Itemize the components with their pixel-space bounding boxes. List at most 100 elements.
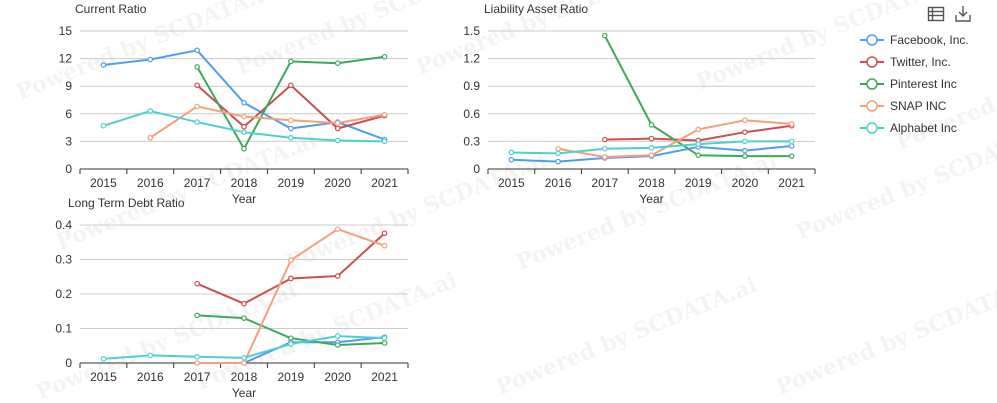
data-point[interactable] bbox=[742, 153, 748, 159]
data-point[interactable] bbox=[601, 154, 608, 160]
data-point[interactable] bbox=[742, 117, 748, 124]
data-point[interactable] bbox=[288, 125, 294, 132]
data-point[interactable] bbox=[147, 134, 154, 141]
data-point[interactable] bbox=[648, 122, 655, 128]
x-tick-label: 2018 bbox=[638, 176, 665, 190]
data-point[interactable] bbox=[648, 135, 655, 142]
data-point[interactable] bbox=[601, 145, 608, 152]
data-point[interactable] bbox=[241, 355, 247, 361]
y-tick-label: 0 bbox=[65, 356, 72, 370]
data-point[interactable] bbox=[334, 137, 341, 144]
legend-marker bbox=[866, 56, 878, 68]
legend-item[interactable]: Pinterest Inc bbox=[860, 77, 957, 91]
data-point[interactable] bbox=[601, 136, 608, 143]
data-point[interactable] bbox=[742, 138, 748, 145]
legend-item[interactable]: SNAP INC bbox=[860, 99, 947, 113]
data-point[interactable] bbox=[288, 341, 294, 347]
data-point[interactable] bbox=[241, 113, 247, 120]
data-point[interactable] bbox=[194, 82, 200, 89]
legend-item[interactable]: Facebook, Inc. bbox=[860, 33, 969, 47]
data-point[interactable] bbox=[241, 145, 247, 152]
data-point[interactable] bbox=[788, 143, 795, 149]
data-point[interactable] bbox=[555, 145, 561, 152]
legend-item[interactable]: Twitter, Inc. bbox=[860, 55, 951, 69]
data-point[interactable] bbox=[100, 356, 107, 362]
data-point[interactable] bbox=[288, 335, 294, 341]
y-tick-label: 0.1 bbox=[55, 322, 72, 336]
data-point[interactable] bbox=[381, 340, 388, 346]
data-point[interactable] bbox=[334, 273, 341, 279]
data-point[interactable] bbox=[194, 103, 200, 110]
data-point[interactable] bbox=[147, 108, 154, 114]
data-point[interactable] bbox=[288, 275, 294, 282]
data-point[interactable] bbox=[742, 147, 748, 154]
data-point[interactable] bbox=[194, 353, 200, 360]
data-point[interactable] bbox=[334, 125, 341, 132]
data-point[interactable] bbox=[194, 312, 200, 319]
data-view-icon[interactable] bbox=[927, 6, 945, 22]
data-point[interactable] bbox=[194, 280, 200, 287]
data-point[interactable] bbox=[695, 126, 702, 133]
data-point[interactable] bbox=[288, 82, 294, 89]
data-point[interactable] bbox=[241, 123, 247, 130]
x-tick-label: 2015 bbox=[498, 176, 525, 190]
data-point[interactable] bbox=[381, 138, 388, 145]
data-point[interactable] bbox=[381, 335, 388, 341]
watermark-text: Powered by SCDATA.ai bbox=[283, 147, 551, 276]
legend-item[interactable]: Alphabet Inc bbox=[860, 121, 957, 135]
legend-label: SNAP INC bbox=[890, 99, 947, 113]
data-point[interactable] bbox=[334, 120, 341, 126]
data-point[interactable] bbox=[100, 122, 107, 129]
legend[interactable]: Facebook, Inc. Twitter, Inc. Pinterest Inc… bbox=[860, 33, 969, 135]
x-tick-label: 2015 bbox=[90, 370, 117, 384]
data-point[interactable] bbox=[147, 56, 154, 63]
data-point[interactable] bbox=[508, 157, 515, 163]
data-point[interactable] bbox=[100, 62, 107, 68]
y-tick-label: 3 bbox=[65, 134, 72, 148]
data-point[interactable] bbox=[742, 129, 748, 136]
data-point[interactable] bbox=[648, 152, 655, 159]
data-point[interactable] bbox=[241, 360, 247, 366]
data-point[interactable] bbox=[147, 352, 154, 359]
data-point[interactable] bbox=[695, 152, 702, 159]
chart-3: Long Term Debt Ratio 0 0.1 0.2 0.3 0.4 2015 201… bbox=[55, 196, 409, 400]
data-point[interactable] bbox=[334, 60, 341, 67]
data-point[interactable] bbox=[288, 257, 294, 263]
toolbox[interactable] bbox=[927, 6, 971, 22]
data-point[interactable] bbox=[381, 53, 388, 60]
data-point[interactable] bbox=[241, 129, 247, 136]
watermark-text: Powered by SCDATA.ai bbox=[493, 272, 761, 401]
data-point[interactable] bbox=[695, 141, 702, 147]
data-point[interactable] bbox=[334, 226, 341, 232]
data-point[interactable] bbox=[334, 342, 341, 348]
data-point[interactable] bbox=[194, 64, 200, 70]
data-point[interactable] bbox=[555, 150, 561, 157]
data-point[interactable] bbox=[788, 153, 795, 159]
data-point[interactable] bbox=[788, 121, 795, 127]
data-point[interactable] bbox=[555, 158, 561, 165]
legend-marker bbox=[866, 122, 878, 134]
watermark-text: Powered by SCDATA.ai bbox=[773, 272, 997, 401]
data-point[interactable] bbox=[241, 99, 247, 106]
data-point[interactable] bbox=[194, 119, 200, 125]
data-point[interactable] bbox=[194, 360, 200, 366]
data-point[interactable] bbox=[288, 58, 294, 65]
data-point[interactable] bbox=[241, 315, 247, 321]
data-point[interactable] bbox=[381, 230, 388, 237]
data-point[interactable] bbox=[601, 32, 608, 39]
data-point[interactable] bbox=[288, 117, 294, 124]
data-point[interactable] bbox=[194, 47, 200, 54]
data-point[interactable] bbox=[648, 145, 655, 151]
data-point[interactable] bbox=[508, 149, 515, 156]
series-line bbox=[149, 105, 385, 139]
data-point[interactable] bbox=[788, 138, 795, 145]
download-icon[interactable] bbox=[955, 6, 971, 22]
y-tick-label: 1.5 bbox=[463, 24, 480, 38]
y-tick-label: 6 bbox=[65, 107, 72, 121]
data-point[interactable] bbox=[288, 134, 294, 141]
data-point[interactable] bbox=[381, 242, 388, 249]
data-point[interactable] bbox=[241, 300, 247, 307]
data-point[interactable] bbox=[334, 333, 341, 339]
x-tick-label: 2016 bbox=[545, 176, 572, 190]
data-point[interactable] bbox=[381, 111, 388, 118]
